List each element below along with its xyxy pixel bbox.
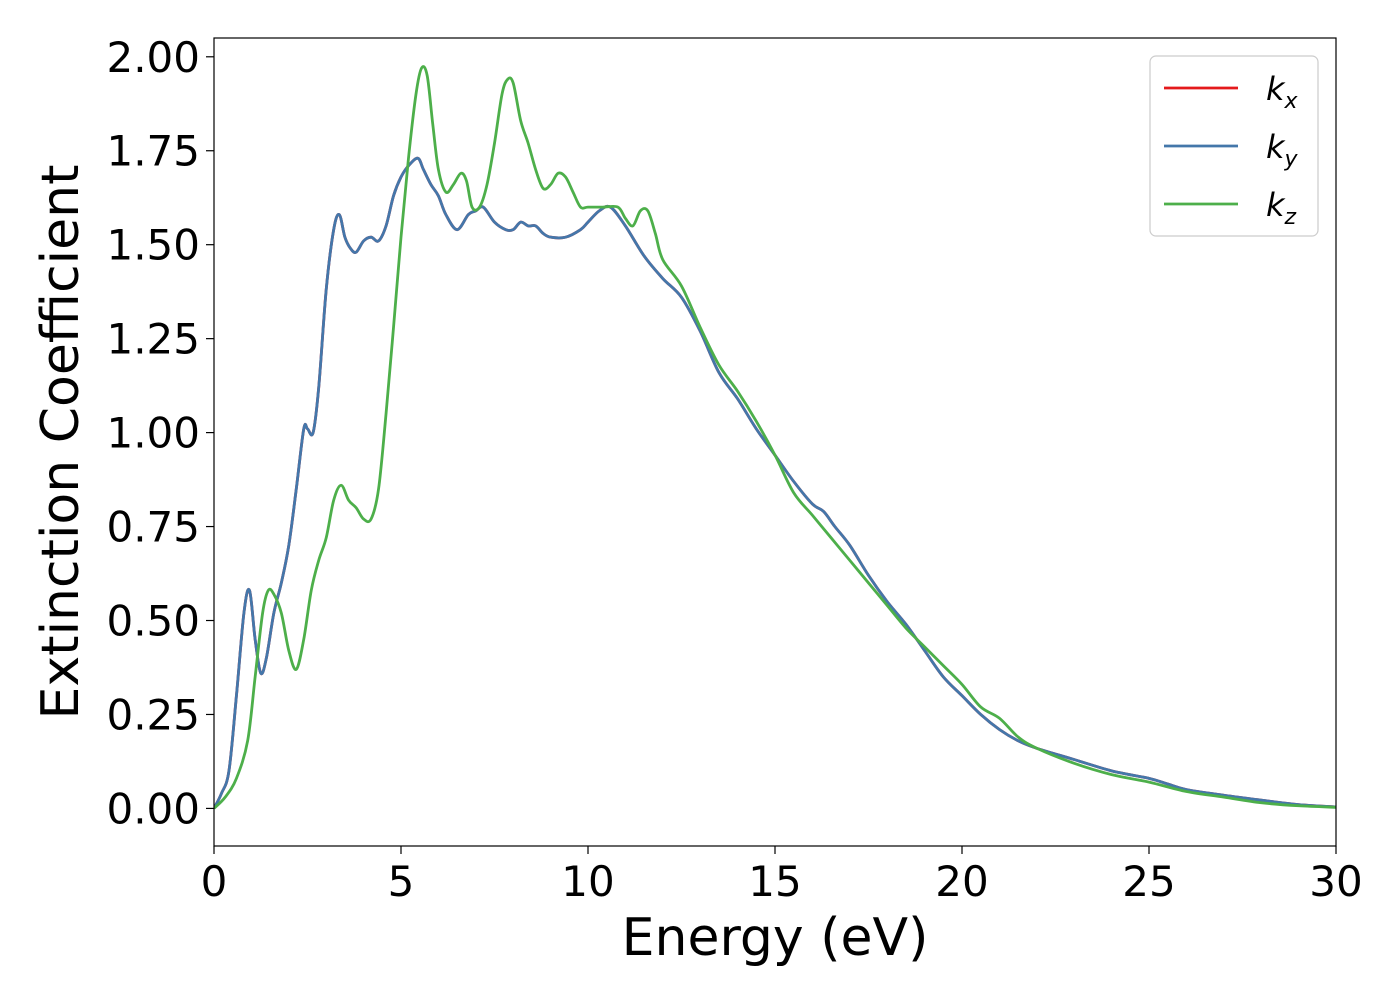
legend-entry: kx	[1164, 70, 1299, 114]
series-line-ky	[214, 156, 1336, 810]
x-tick-label: 25	[1122, 857, 1175, 906]
x-tick-label: 30	[1309, 857, 1362, 906]
y-tick-label: 0.25	[106, 690, 200, 739]
y-tick-label: 0.50	[106, 597, 200, 646]
legend-label: kx	[1266, 70, 1299, 114]
y-tick-label: 1.25	[106, 315, 200, 364]
y-tick-label: 1.00	[106, 409, 200, 458]
legend-label-base: k	[1266, 70, 1286, 108]
legend-entry: ky	[1164, 128, 1299, 172]
y-tick-label: 0.00	[106, 784, 200, 833]
y-tick-label: 1.50	[106, 221, 200, 270]
y-tick-label: 0.75	[106, 503, 200, 552]
y-tick-label: 1.75	[106, 127, 200, 176]
legend-label-subscript: y	[1284, 147, 1299, 172]
legend-label-base: k	[1266, 128, 1286, 166]
x-tick-label: 10	[561, 857, 614, 906]
y-axis-label: Extinction Coefficient	[31, 165, 91, 720]
y-tick-label: 2.00	[106, 33, 200, 82]
legend-label: kz	[1266, 186, 1297, 230]
legend-label-base: k	[1266, 186, 1286, 224]
legend-label-subscript: x	[1284, 89, 1299, 114]
series-layer	[214, 65, 1336, 810]
series-line-kx	[214, 156, 1336, 810]
x-tick-label: 0	[201, 857, 228, 906]
x-tick-label: 5	[388, 857, 415, 906]
y-axis: 0.00 0.25 0.50 0.75 1.00 1.25 1.50 1.75 2.00	[106, 33, 214, 833]
x-tick-label: 20	[935, 857, 988, 906]
x-tick-label: 15	[748, 857, 801, 906]
legend-entry: kz	[1164, 186, 1297, 230]
series-line-kz	[214, 65, 1336, 810]
x-axis-label: Energy (eV)	[622, 908, 929, 968]
x-axis: 0 5 10 15 20 25 30	[201, 846, 1363, 906]
legend-label: ky	[1266, 128, 1299, 172]
legend-label-subscript: z	[1284, 205, 1297, 230]
